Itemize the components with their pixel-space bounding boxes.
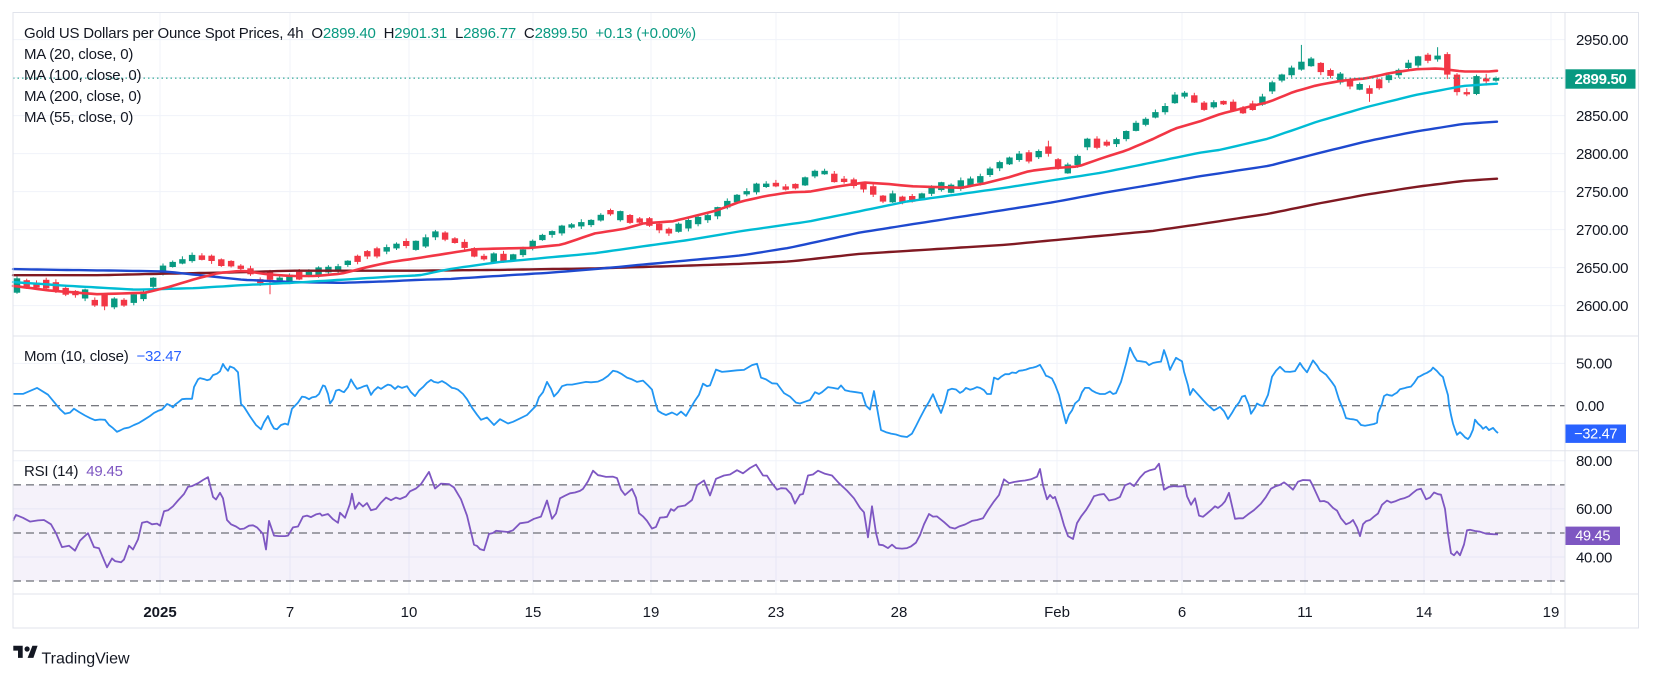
svg-text:23: 23 (768, 604, 785, 621)
svg-text:MA (100, close, 0): MA (100, close, 0) (24, 67, 141, 84)
svg-text:2700.00: 2700.00 (1576, 222, 1628, 239)
svg-text:MA (200, close, 0): MA (200, close, 0) (24, 88, 141, 105)
svg-text:RSI (14) 49.45: RSI (14) 49.45 (24, 463, 123, 480)
svg-text:2950.00: 2950.00 (1576, 32, 1628, 49)
svg-text:6: 6 (1178, 604, 1186, 621)
svg-text:MA (55, close, 0): MA (55, close, 0) (24, 109, 133, 126)
svg-text:7: 7 (286, 604, 294, 621)
svg-text:Gold US Dollars per Ounce Spot: Gold US Dollars per Ounce Spot Prices, 4… (24, 25, 696, 42)
svg-text:2750.00: 2750.00 (1576, 184, 1628, 201)
svg-text:50.00: 50.00 (1576, 356, 1612, 373)
svg-text:2800.00: 2800.00 (1576, 146, 1628, 163)
svg-text:60.00: 60.00 (1576, 501, 1612, 518)
svg-text:14: 14 (1416, 604, 1433, 621)
svg-text:11: 11 (1297, 604, 1313, 621)
svg-text:MA (20, close, 0): MA (20, close, 0) (24, 46, 133, 63)
svg-text:28: 28 (891, 604, 908, 621)
svg-text:10: 10 (401, 604, 418, 621)
svg-text:−32.47: −32.47 (1574, 427, 1617, 443)
svg-text:Mom (10, close) −32.47: Mom (10, close) −32.47 (24, 348, 182, 365)
svg-text:0.00: 0.00 (1576, 398, 1604, 415)
svg-text:2025: 2025 (143, 604, 176, 621)
svg-text:2650.00: 2650.00 (1576, 260, 1628, 277)
svg-text:49.45: 49.45 (1575, 529, 1610, 545)
svg-text:19: 19 (1543, 604, 1560, 621)
svg-text:2850.00: 2850.00 (1576, 108, 1628, 125)
svg-text:19: 19 (643, 604, 660, 621)
svg-text:15: 15 (525, 604, 542, 621)
svg-text:TradingView: TradingView (42, 651, 130, 668)
svg-text:2899.50: 2899.50 (1574, 71, 1626, 88)
svg-text:2600.00: 2600.00 (1576, 298, 1628, 315)
svg-text:40.00: 40.00 (1576, 549, 1612, 566)
svg-text:Feb: Feb (1044, 604, 1070, 621)
svg-text:80.00: 80.00 (1576, 453, 1612, 470)
